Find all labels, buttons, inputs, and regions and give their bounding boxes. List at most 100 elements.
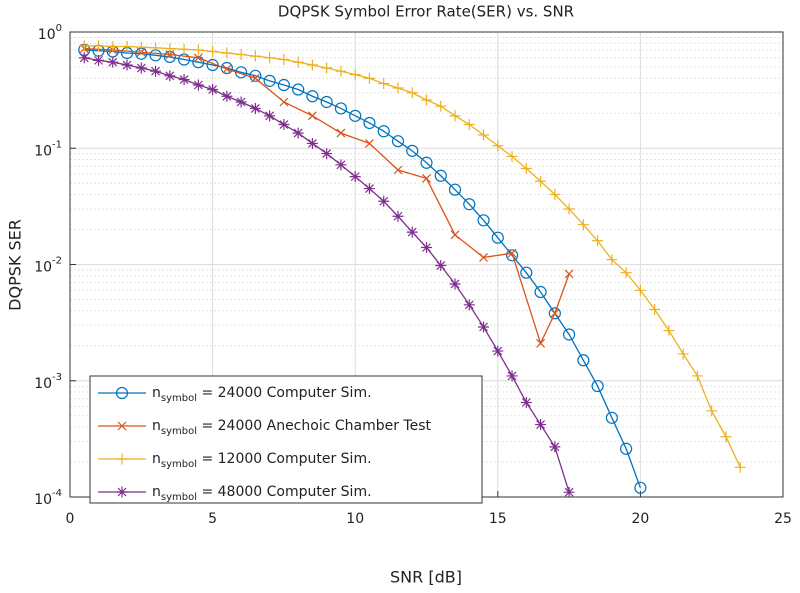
marker-plus: [463, 119, 475, 131]
data-point: [307, 111, 317, 121]
data-point: [365, 139, 374, 148]
data-point: [677, 348, 689, 360]
data-point: [306, 137, 318, 149]
data-point: [306, 59, 318, 71]
marker-star: [349, 171, 361, 183]
data-point: [235, 49, 247, 61]
marker-x: [193, 53, 203, 63]
data-point: [477, 214, 490, 227]
data-point: [421, 242, 432, 254]
data-point: [663, 325, 675, 337]
marker-plus: [192, 44, 204, 56]
data-point: [292, 127, 304, 139]
data-point: [435, 100, 447, 112]
data-point: [392, 82, 404, 94]
data-point: [463, 198, 476, 211]
data-point: [292, 56, 304, 68]
marker-star: [492, 345, 504, 357]
marker-circle: [434, 169, 447, 182]
marker-plus: [577, 219, 589, 231]
data-point: [520, 266, 533, 279]
data-point: [349, 109, 362, 122]
data-point: [377, 125, 390, 138]
data-point: [178, 74, 190, 86]
data-point: [507, 248, 517, 258]
marker-star: [135, 62, 147, 74]
data-point: [605, 411, 618, 424]
marker-plus: [677, 348, 689, 360]
marker-plus: [592, 235, 604, 247]
marker-plus: [292, 56, 304, 68]
marker-star: [178, 74, 190, 86]
data-point: [378, 78, 390, 90]
marker-plus: [734, 461, 746, 473]
marker-star: [535, 419, 547, 431]
legend-label: nsymbol = 24000 Computer Sim.: [152, 385, 372, 404]
data-point: [520, 396, 532, 408]
data-point: [107, 56, 119, 68]
data-point: [335, 65, 347, 77]
data-point: [78, 52, 90, 64]
data-point: [150, 65, 162, 77]
data-point: [221, 90, 233, 102]
marker-plus: [207, 45, 219, 57]
marker-star: [421, 242, 432, 254]
marker-star: [249, 102, 261, 114]
marker-star: [435, 260, 447, 272]
marker-circle: [249, 69, 262, 82]
data-point: [591, 379, 604, 393]
marker-circle: [391, 135, 405, 148]
data-point: [421, 94, 432, 106]
marker-star: [107, 56, 119, 68]
data-point: [192, 56, 205, 69]
data-point: [649, 304, 661, 316]
data-point: [478, 129, 490, 141]
data-point: [264, 52, 276, 64]
y-tick-label: 100: [38, 23, 62, 43]
data-point: [706, 405, 718, 417]
data-point: [192, 44, 204, 56]
marker-star: [278, 119, 290, 131]
data-point: [320, 95, 333, 109]
data-point: [422, 174, 431, 183]
data-point: [121, 59, 133, 71]
marker-star: [121, 59, 133, 71]
marker-circle: [263, 74, 276, 87]
marker-plus: [421, 94, 432, 106]
data-point: [135, 62, 147, 74]
data-point: [691, 370, 703, 382]
data-point: [349, 69, 361, 81]
marker-star: [363, 183, 375, 195]
marker-plus: [634, 284, 646, 296]
data-point: [93, 54, 105, 66]
marker-x: [222, 64, 232, 74]
marker-plus: [150, 42, 162, 54]
marker-x: [422, 174, 431, 183]
marker-plus: [78, 40, 90, 52]
data-point: [478, 321, 490, 333]
marker-x: [165, 50, 175, 59]
marker-star: [321, 148, 333, 160]
x-tick-label: 15: [489, 511, 507, 527]
data-point: [165, 50, 175, 59]
data-point: [277, 78, 290, 92]
y-tick-label: 10-3: [34, 372, 62, 392]
marker-plus: [321, 62, 333, 74]
data-point: [335, 159, 347, 171]
data-point: [78, 40, 90, 52]
marker-star: [78, 52, 90, 64]
marker-plus: [478, 129, 490, 141]
data-point: [492, 140, 504, 152]
data-point: [506, 150, 518, 162]
marker-x: [307, 111, 317, 121]
marker-circle: [620, 442, 633, 455]
data-point: [577, 354, 590, 367]
marker-circle: [605, 411, 618, 424]
legend-label: nsymbol = 48000 Computer Sim.: [152, 484, 372, 503]
data-point: [506, 370, 518, 382]
data-point: [150, 42, 162, 54]
marker-plus: [706, 405, 718, 417]
data-point: [278, 54, 290, 66]
marker-plus: [164, 43, 176, 55]
